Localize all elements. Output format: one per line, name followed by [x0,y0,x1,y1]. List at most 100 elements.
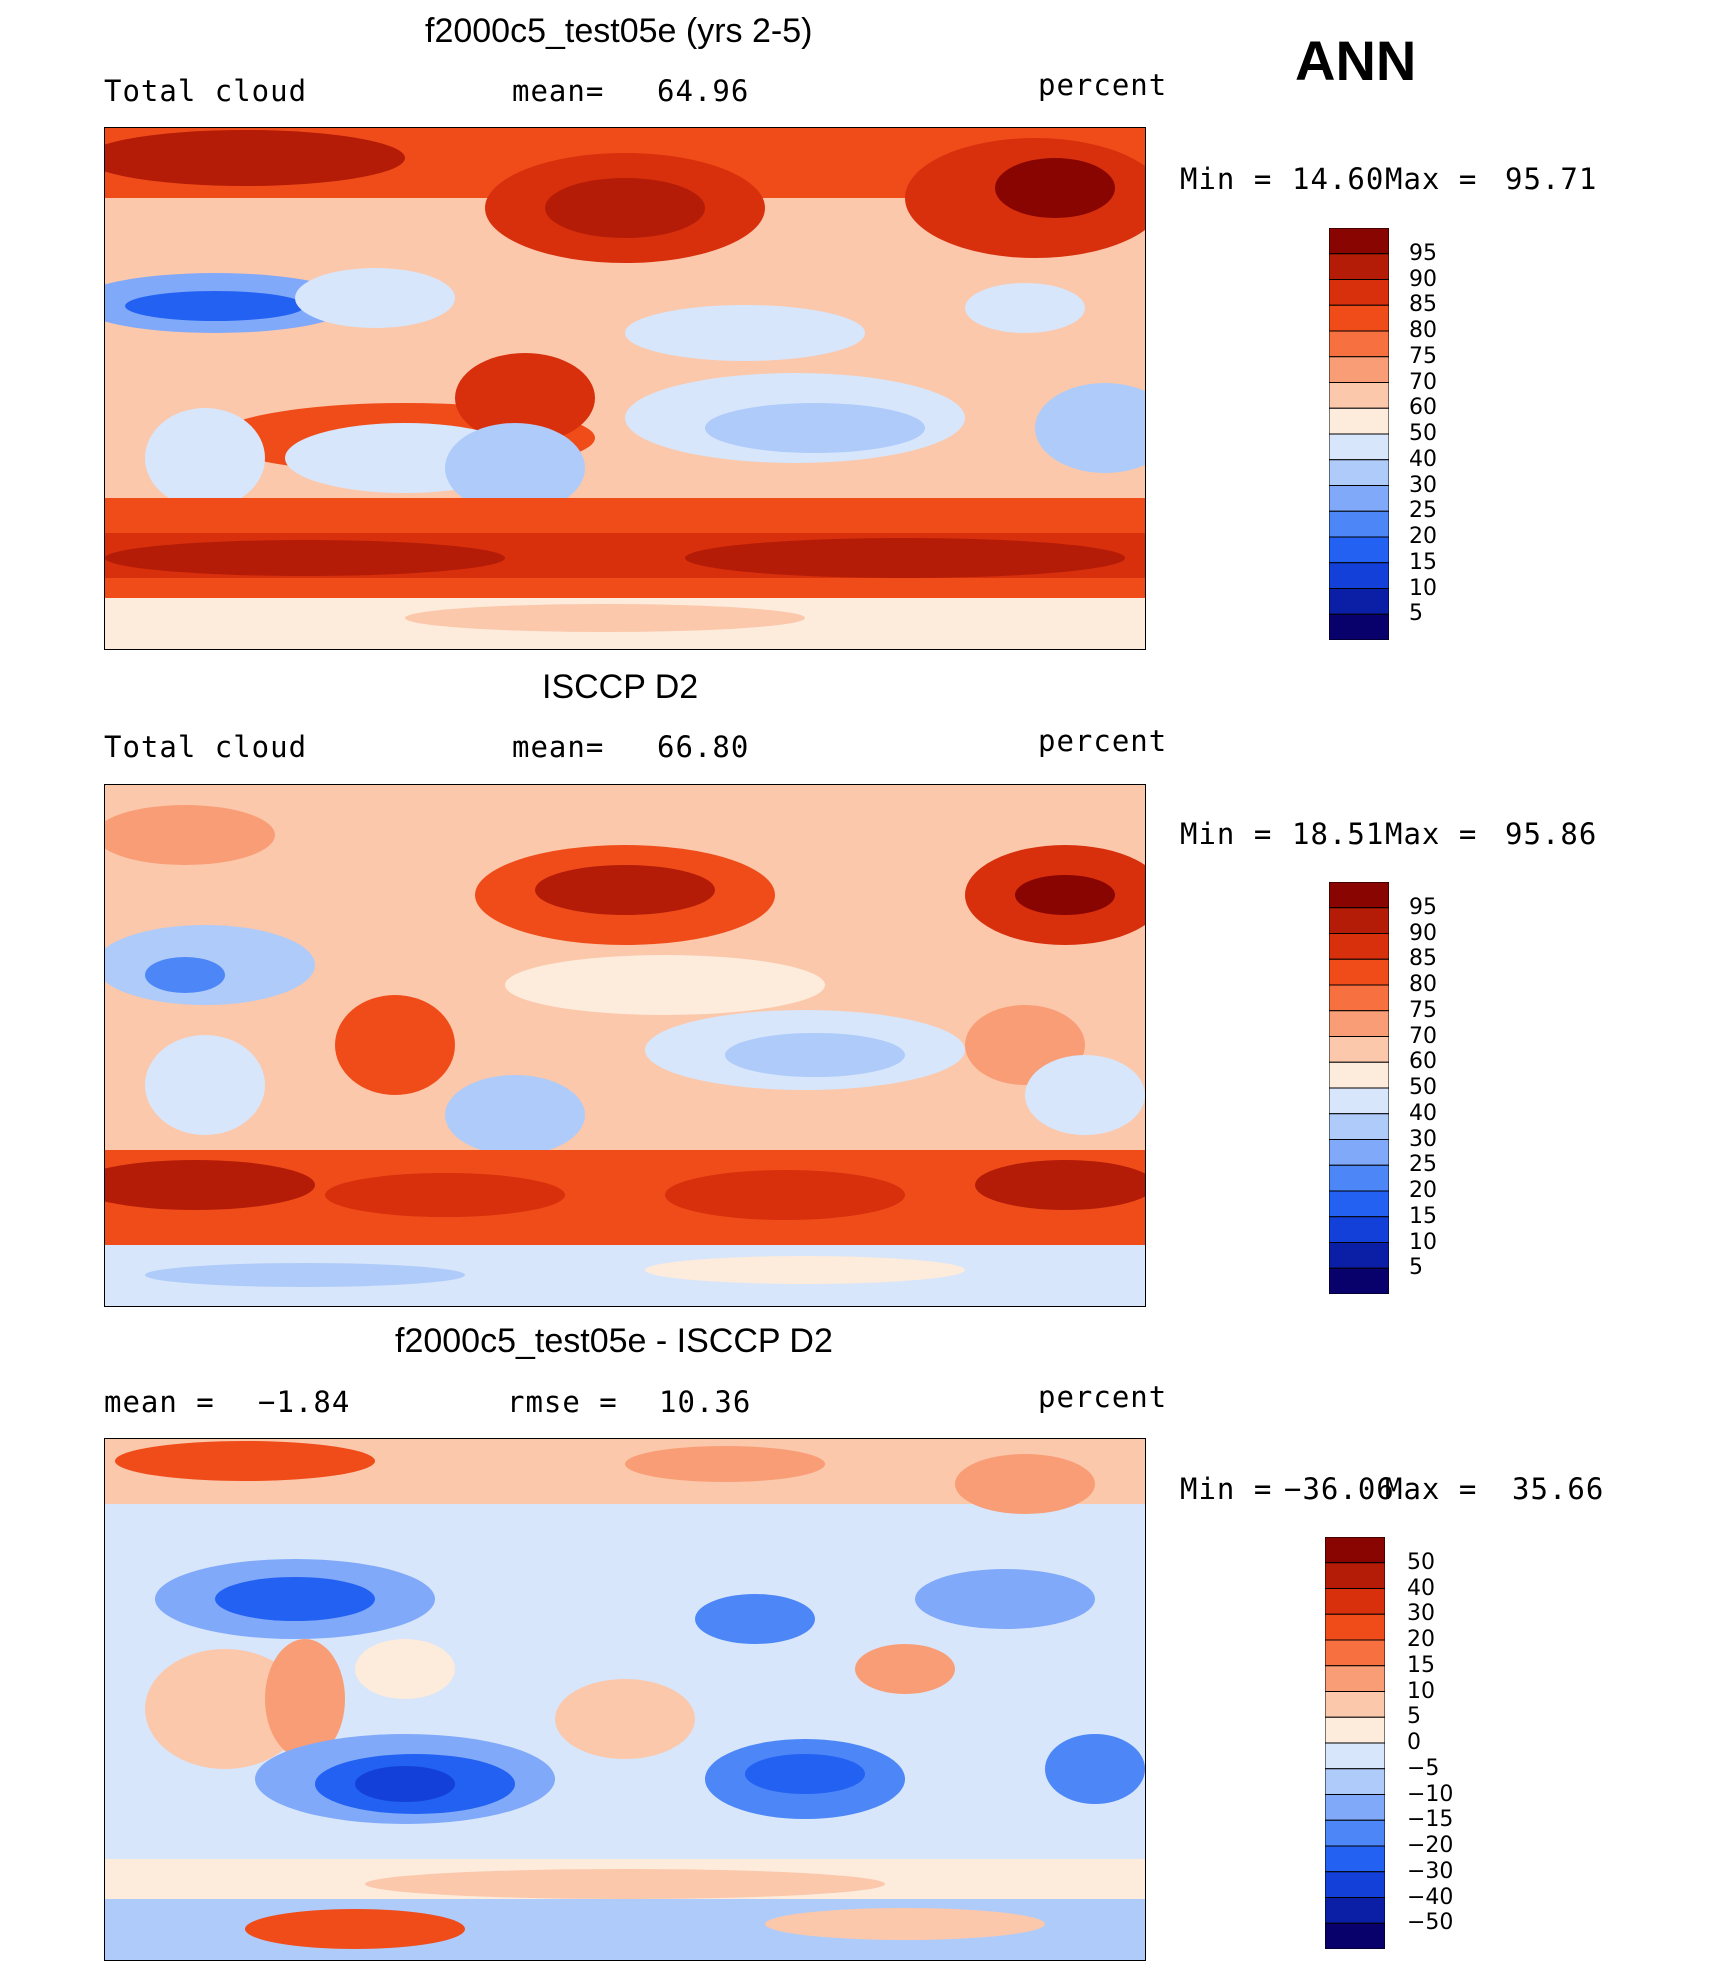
colorbar-tick-label: 85 [1409,292,1437,318]
colorbar-swatch [1324,1536,1386,1564]
map-observations [104,784,1146,1307]
colorbar-tick-label: −30 [1407,1858,1454,1884]
colorbar-swatch [1328,510,1390,538]
colorbar-tick-label: 15 [1409,549,1437,575]
colorbar-tick-label: 10 [1409,1229,1437,1255]
colorbar-swatch [1328,1267,1390,1295]
colorbar-tick-label: 5 [1407,1704,1421,1730]
colorbar-swatch [1328,1242,1390,1269]
min-label: Min = [1180,162,1273,196]
colorbar-tick-label: −40 [1407,1884,1454,1910]
colorbar-swatch [1328,407,1390,435]
colorbar-swatch [1328,984,1390,1012]
panel-title: f2000c5_test05e (yrs 2-5) [425,12,813,50]
colorbar-swatch [1324,1922,1386,1950]
map-field [105,785,1145,1306]
colorbar-tick-label: −15 [1407,1807,1454,1833]
colorbar-tick-label: 15 [1407,1652,1435,1678]
colorbar-tick-label: 15 [1409,1203,1437,1229]
colorbar-swatch [1324,1716,1386,1744]
colorbar-swatch [1328,1061,1390,1089]
mean-label: mean= [512,730,605,764]
colorbar-swatch [1328,958,1390,986]
colorbar-tick-label: 5 [1409,601,1423,627]
colorbar-tick-label: 90 [1409,920,1437,946]
max-label: Max = [1385,817,1478,851]
colorbar-swatch [1328,1164,1390,1192]
colorbar-tick-label: 30 [1409,1126,1437,1152]
colorbar-swatch [1328,1139,1390,1166]
colorbar-swatch [1324,1768,1386,1795]
colorbar-tick-label: −20 [1407,1833,1454,1858]
colorbar-tick-label: 25 [1409,1152,1437,1178]
panel-title: f2000c5_test05e - ISCCP D2 [395,1322,833,1360]
colorbar-tick-label: 5 [1409,1255,1423,1281]
colorbar-tick-label: 20 [1407,1627,1435,1652]
colorbar-tick-label: 10 [1409,575,1437,601]
colorbar-swatch [1328,536,1390,564]
colorbar-tick-label: 95 [1409,240,1437,266]
mean-label: mean = [104,1385,215,1419]
colorbar-swatch [1324,1613,1386,1641]
colorbar-tick-label: 70 [1409,369,1437,395]
colorbar-tick-label: 50 [1409,1075,1437,1100]
colorbar-swatch [1328,253,1390,280]
map-field [105,1439,1145,1960]
colorbar-tick-label: 40 [1409,446,1437,472]
max-value: 95.86 [1505,817,1598,851]
colorbar-tick-label: 30 [1409,472,1437,498]
colorbar-tick-label: 80 [1409,318,1437,343]
min-value: 14.60 [1292,162,1385,196]
colorbar-swatch [1324,1845,1386,1873]
colorbar [1328,881,1390,1299]
colorbar-swatch [1324,1819,1386,1847]
colorbar-swatch [1324,1742,1386,1770]
colorbar-tick-label: 80 [1409,972,1437,997]
colorbar-swatch [1328,907,1390,934]
map-difference [104,1438,1146,1961]
colorbar-tick-label: 75 [1409,997,1437,1023]
colorbar-swatch [1324,1794,1386,1821]
colorbar-swatch [1328,433,1390,461]
colorbar-swatch [1324,1665,1386,1692]
colorbar [1328,227,1390,645]
colorbar-swatch [1328,1010,1390,1037]
colorbar-swatch [1328,1190,1390,1218]
mean-value: 66.80 [657,730,750,764]
colorbar-tick-label: 0 [1407,1730,1421,1755]
colorbar-tick-label: 60 [1409,1049,1437,1075]
units-label: percent [1038,68,1168,102]
mean-value: 64.96 [657,74,750,108]
colorbar-tick-label: 70 [1409,1023,1437,1049]
min-label: Min = [1180,1472,1273,1506]
max-value: 35.66 [1512,1472,1605,1506]
colorbar-swatch [1328,227,1390,255]
panel-title: ISCCP D2 [542,668,699,706]
max-label: Max = [1385,162,1478,196]
colorbar-swatch [1324,1588,1386,1615]
colorbar-swatch [1328,1036,1390,1063]
colorbar-swatch [1328,933,1390,960]
min-value: 18.51 [1292,817,1385,851]
colorbar-tick-label: 40 [1409,1100,1437,1126]
colorbar-tick-label: −50 [1407,1910,1454,1936]
colorbar [1324,1536,1386,1954]
rmse-value: 10.36 [659,1385,752,1419]
colorbar-swatch [1328,562,1390,589]
colorbar-swatch [1324,1871,1386,1898]
colorbar-swatch [1328,588,1390,615]
colorbar-swatch [1328,881,1390,909]
season-label: ANN [1295,29,1417,92]
colorbar-swatch [1324,1897,1386,1924]
max-value: 95.71 [1505,162,1598,196]
colorbar-tick-label: 85 [1409,946,1437,972]
colorbar-tick-label: 75 [1409,343,1437,369]
colorbar-tick-label: 10 [1407,1678,1435,1704]
units-label: percent [1038,1380,1168,1414]
map-field [105,128,1145,649]
colorbar-swatch [1328,382,1390,409]
variable-label: Total cloud [104,74,308,108]
colorbar-tick-label: 25 [1409,498,1437,524]
colorbar-tick-label: 30 [1407,1601,1435,1627]
variable-label: Total cloud [104,730,308,764]
